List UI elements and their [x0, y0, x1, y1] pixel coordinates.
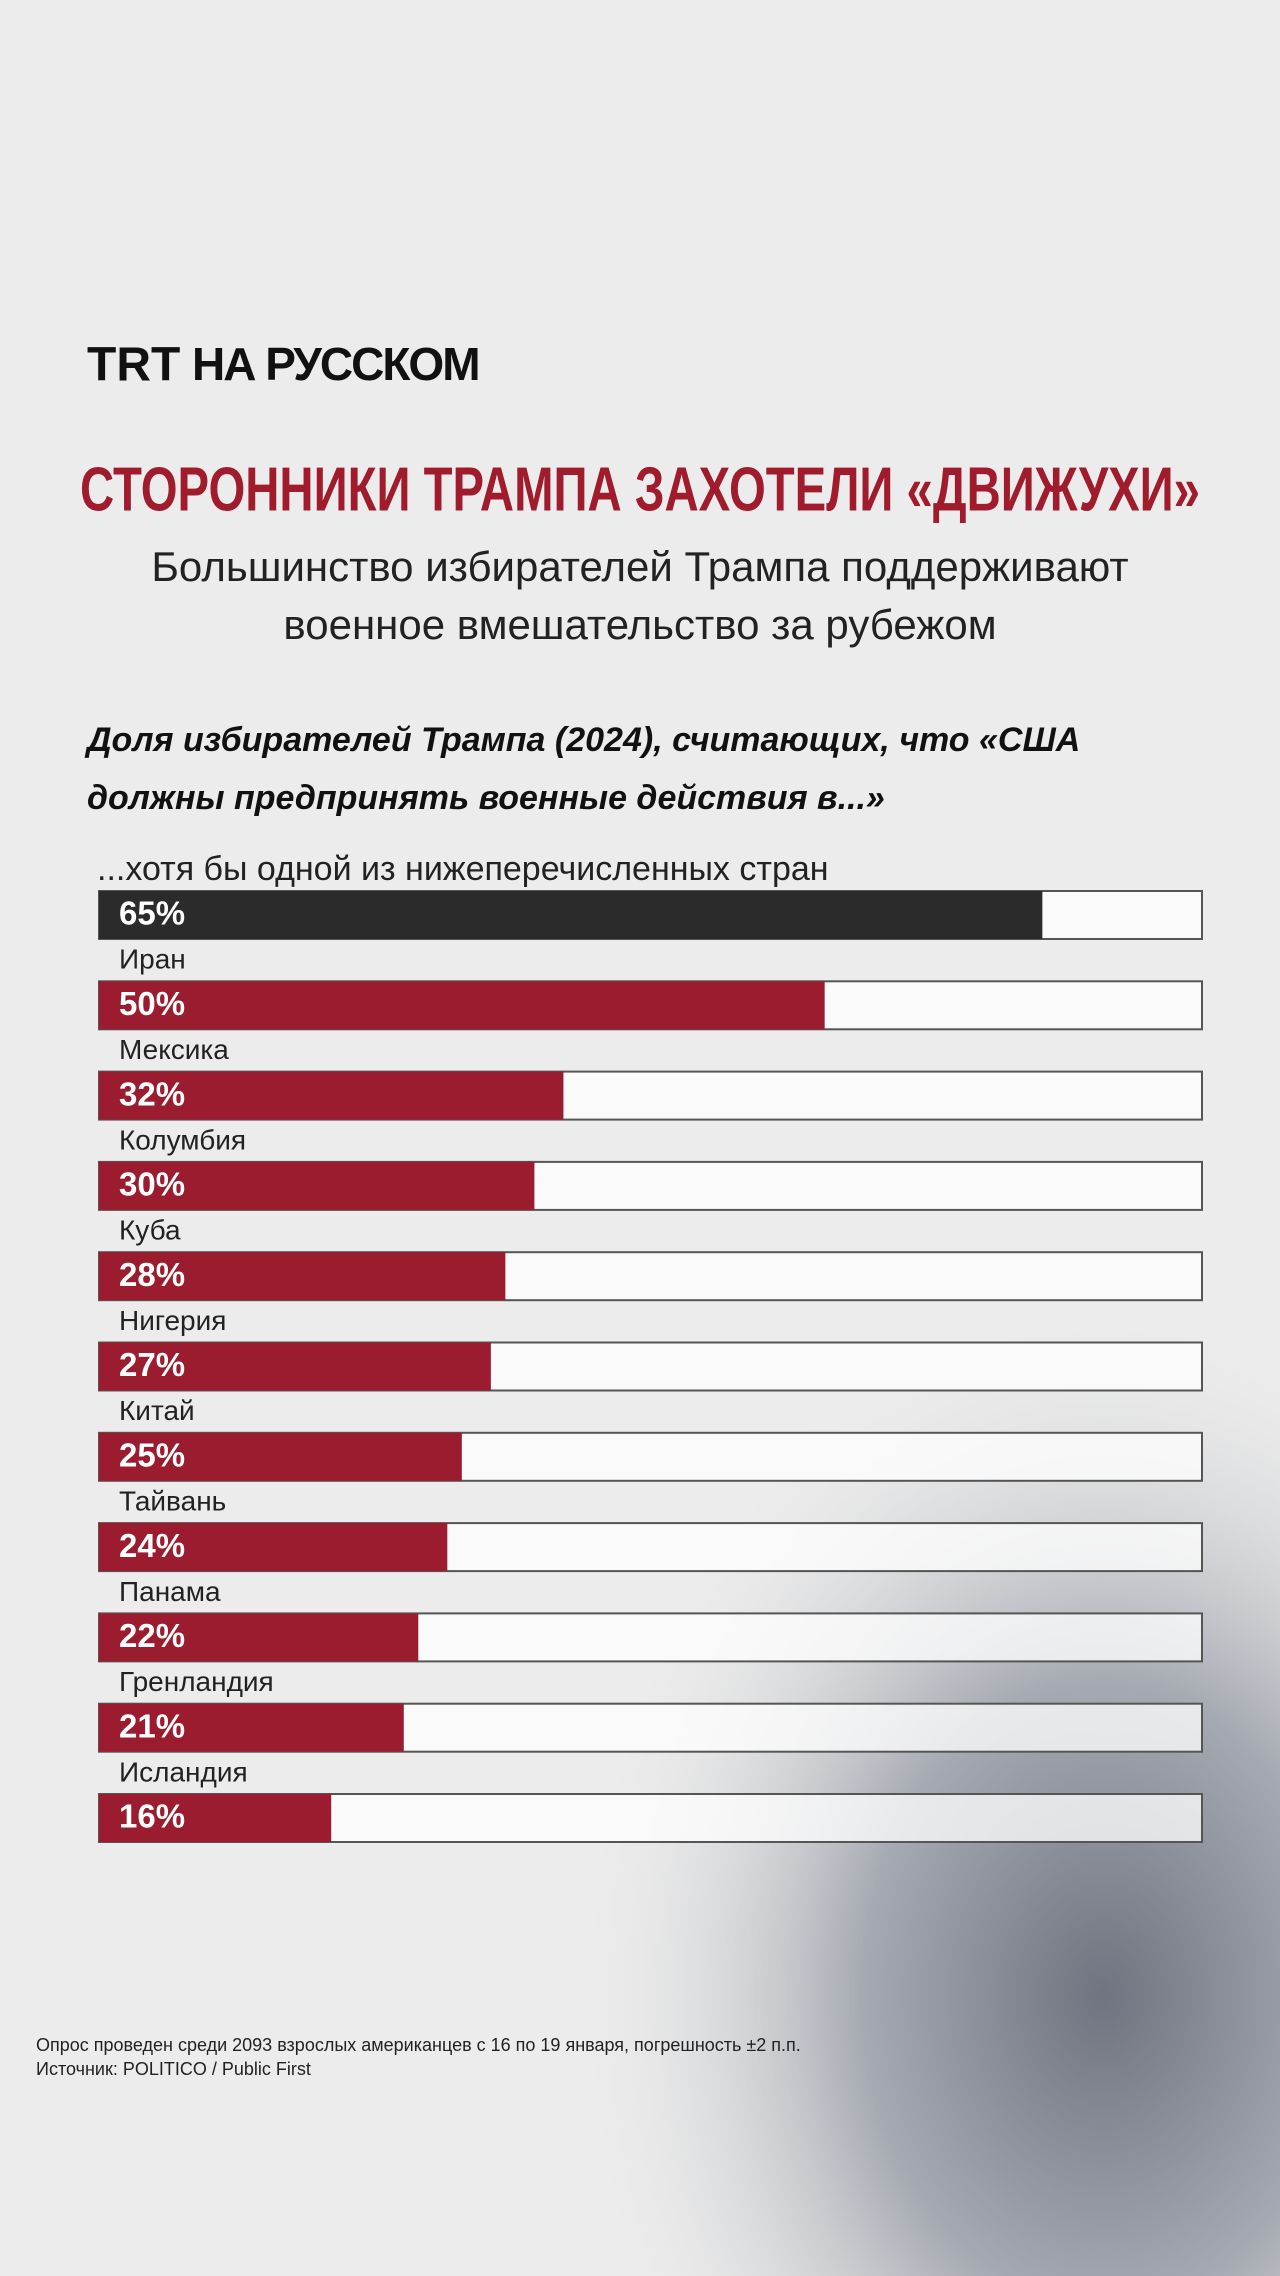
category-label: Иран	[119, 944, 186, 975]
value-label: 16%	[119, 1798, 185, 1835]
logo-text: НА РУССКОМ	[192, 338, 479, 390]
footnote: Опрос проведен среди 2093 взрослых амери…	[36, 2035, 801, 2055]
chart-title-line: должны предпринять военные действия в...…	[87, 779, 885, 817]
value-label: 28%	[119, 1256, 185, 1293]
value-label: 27%	[119, 1346, 185, 1383]
category-label: Мексика	[119, 1034, 229, 1065]
category-label: Китай	[119, 1395, 195, 1426]
bar	[99, 1071, 564, 1120]
category-label: Нигерия	[119, 1305, 226, 1336]
logo-brand: TRT	[87, 339, 180, 392]
category-label: Куба	[119, 1215, 181, 1246]
bar	[99, 1342, 491, 1391]
value-label: 21%	[119, 1707, 185, 1744]
bar	[99, 1523, 448, 1572]
bar	[99, 981, 825, 1030]
category-label: Гренландия	[119, 1666, 274, 1697]
value-label: 50%	[119, 985, 185, 1022]
bar	[99, 1252, 506, 1301]
value-label: 30%	[119, 1166, 185, 1203]
value-label: 22%	[119, 1617, 185, 1654]
value-label: 32%	[119, 1075, 185, 1112]
subtitle-line: Большинство избирателей Трампа поддержив…	[151, 543, 1128, 590]
subtitle-line: военное вмешательство за рубежом	[283, 601, 996, 648]
category-label: ...хотя бы одной из нижеперечисленных ст…	[97, 850, 829, 888]
bar	[99, 1432, 462, 1481]
chart-title-line: Доля избирателей Трампа (2024), считающи…	[84, 721, 1080, 759]
value-label: 24%	[119, 1527, 185, 1564]
bar	[99, 1161, 535, 1210]
category-label: Панама	[119, 1576, 221, 1607]
bar	[99, 1613, 419, 1662]
source: Источник: POLITICO / Public First	[36, 2059, 311, 2079]
category-label: Исландия	[119, 1756, 248, 1787]
value-label: 25%	[119, 1437, 185, 1474]
category-label: Колумбия	[119, 1124, 246, 1155]
category-label: Тайвань	[119, 1485, 226, 1516]
bar	[99, 1703, 404, 1752]
title: СТОРОННИКИ ТРАМПА ЗАХОТЕЛИ «ДВИЖУХИ»	[80, 455, 1200, 524]
value-label: 65%	[119, 895, 185, 932]
bar	[99, 1794, 332, 1842]
bar	[99, 891, 1043, 939]
